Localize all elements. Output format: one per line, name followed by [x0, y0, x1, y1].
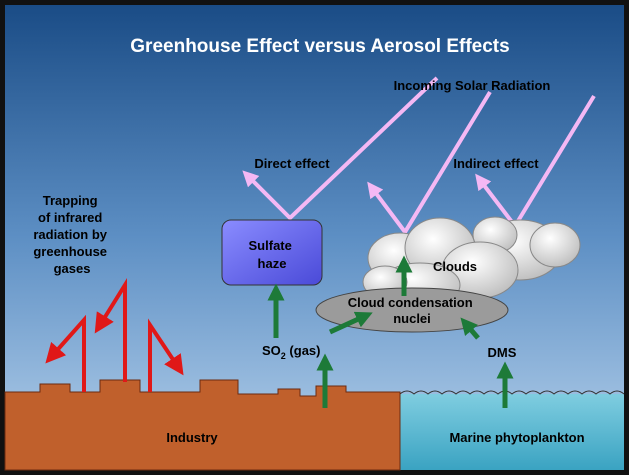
- gas: (gas): [286, 343, 321, 358]
- green-arrow: [328, 311, 373, 335]
- so: SO: [262, 343, 281, 358]
- waves: [399, 390, 625, 395]
- dms-label: DMS: [488, 345, 517, 360]
- line: of infrared: [38, 210, 102, 225]
- ocean: [400, 394, 624, 470]
- solar-arrow: [367, 90, 492, 236]
- so2-label: SO2 (gas): [262, 343, 320, 361]
- line: Sulfate: [249, 238, 292, 253]
- ir-arrow: [45, 314, 86, 392]
- title: Greenhouse Effect versus Aerosol Effects: [130, 36, 509, 57]
- green-arrow: [460, 317, 480, 340]
- line: greenhouse: [33, 244, 107, 259]
- ccn-label: Cloud condensation nuclei: [348, 295, 477, 326]
- subscript: 2: [281, 351, 286, 361]
- ir-arrow: [94, 278, 127, 382]
- direct-label: Direct effect: [254, 156, 330, 171]
- line: gases: [54, 261, 91, 276]
- ir-arrow: [148, 318, 184, 392]
- line: Cloud condensation: [348, 295, 473, 310]
- incoming-label: Incoming Solar Radiation: [394, 78, 551, 93]
- line: haze: [258, 256, 287, 271]
- industry-ground: [4, 379, 401, 471]
- industry-label: Industry: [166, 430, 218, 445]
- haze-label: Sulfate haze: [249, 238, 296, 271]
- clouds-label: Clouds: [433, 259, 477, 274]
- indirect-label: Indirect effect: [453, 156, 539, 171]
- line: nuclei: [393, 311, 431, 326]
- trapping-label: Trapping of infrared radiation by greenh…: [33, 193, 110, 276]
- line: radiation by: [33, 227, 107, 242]
- marine-label: Marine phytoplankton: [449, 430, 584, 445]
- solar-arrow: [242, 76, 439, 221]
- line: Trapping: [43, 193, 98, 208]
- clouds-shape: [362, 216, 581, 308]
